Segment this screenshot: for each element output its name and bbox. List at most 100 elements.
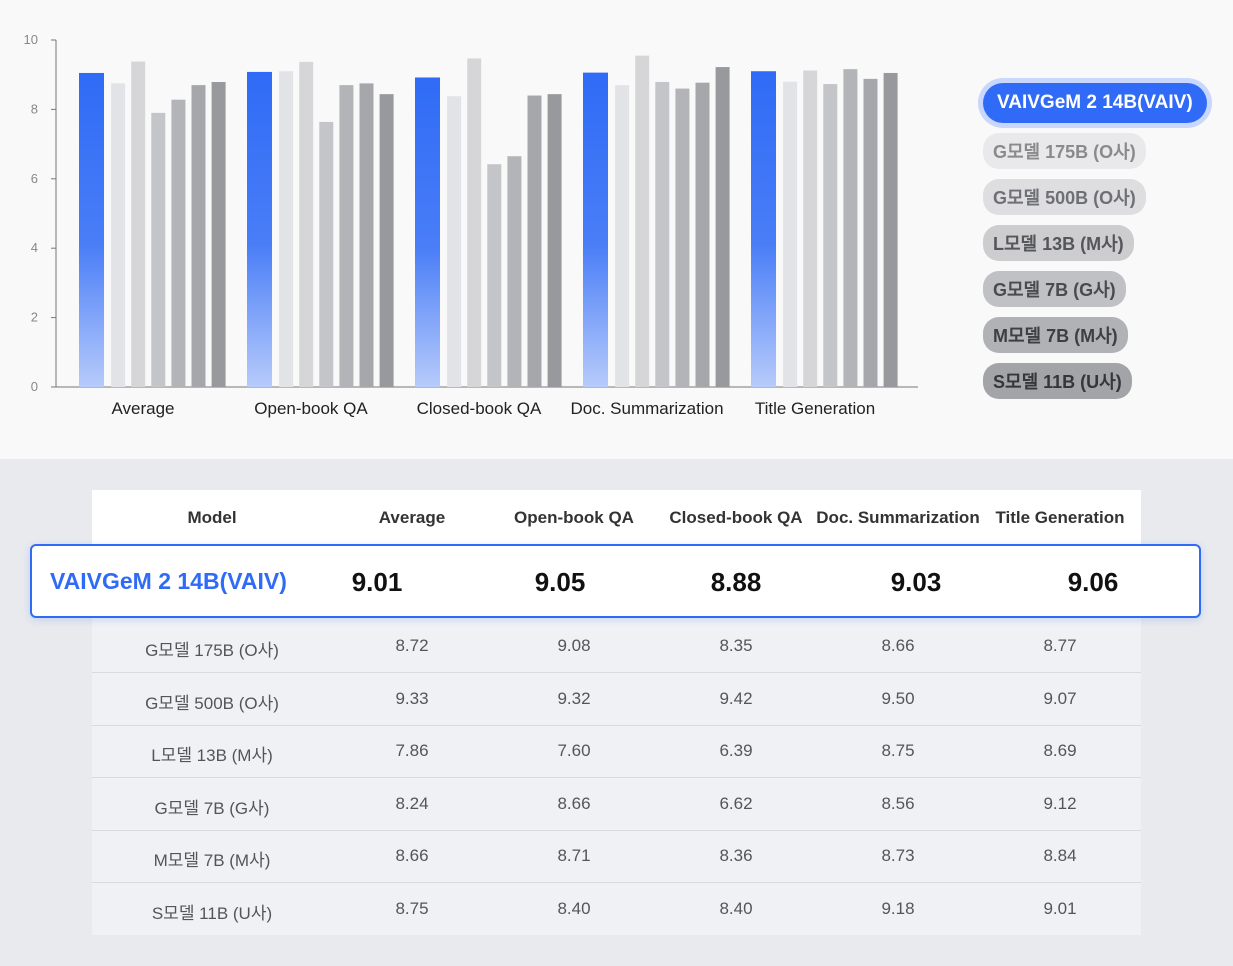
row-score: 9.18: [881, 898, 915, 918]
row-score: 8.73: [881, 846, 915, 865]
row-score: 9.50: [881, 688, 915, 708]
bar: [359, 83, 374, 387]
bar: [783, 81, 798, 387]
bar: [615, 85, 630, 388]
row-score: 8.77: [1043, 636, 1077, 655]
bar: [111, 83, 126, 387]
row-score: 9.07: [1043, 688, 1077, 708]
row-score: 8.35: [719, 636, 753, 655]
legend-item[interactable]: L모델 13B (M사): [983, 225, 1134, 261]
row-score: 8.36: [719, 846, 753, 865]
table-header: Model Average Open-book QA Closed-book Q…: [92, 490, 1141, 545]
bar: [751, 71, 776, 387]
bar: [487, 164, 502, 387]
row-model-name: S모델 11B (U사): [151, 903, 273, 923]
bar: [527, 95, 542, 388]
bar: [823, 84, 838, 387]
y-tick-label: 4: [31, 240, 38, 255]
y-tick-label: 10: [24, 32, 38, 47]
bar: [803, 70, 818, 387]
bar: [635, 55, 650, 388]
bar: [339, 85, 354, 388]
y-tick-label: 0: [31, 379, 38, 394]
row-model-name: L모델 13B (M사): [151, 746, 273, 765]
bar: [379, 94, 394, 387]
row-score: 8.71: [557, 846, 591, 865]
highlight-doc-summarization: 9.03: [890, 567, 942, 597]
bar: [715, 67, 730, 387]
bar: [171, 99, 186, 388]
row-score: 6.39: [719, 741, 753, 760]
header-doc-summarization: Doc. Summarization: [816, 508, 980, 527]
row-score: 8.84: [1043, 846, 1077, 865]
legend-item[interactable]: G모델 500B (O사): [983, 179, 1146, 215]
legend: VAIVGeM 2 14B(VAIV) G모델 175B (O사) G모델 500…: [975, 75, 1225, 399]
bar: [655, 81, 670, 387]
row-model-name: G모델 500B (O사): [145, 693, 279, 713]
row-model-name: G모델 175B (O사): [145, 641, 279, 660]
row-score: 8.56: [881, 793, 915, 813]
highlight-row: VAIVGeM 2 14B(VAIV) 9.01 9.05 8.88 9.03 …: [30, 544, 1201, 618]
bar: [583, 72, 608, 388]
row-score: 8.66: [881, 636, 915, 655]
row-score: 7.86: [395, 741, 429, 760]
x-category-label: Open-book QA: [254, 399, 368, 418]
row-score: 9.01: [1043, 898, 1077, 918]
table-row: M모델 7B (M사) 8.66 8.71 8.36 8.73 8.84: [92, 830, 1141, 883]
table-row: G모델 500B (O사) 9.33 9.32 9.42 9.50 9.07: [92, 673, 1141, 726]
legend-item[interactable]: S모델 11B (U사): [983, 363, 1132, 399]
highlight-open-book-qa: 9.05: [534, 567, 586, 597]
row-model-name: G모델 7B (G사): [154, 798, 270, 818]
bar: [415, 77, 440, 387]
header-closed-book-qa: Closed-book QA: [669, 508, 803, 527]
header-average: Average: [378, 508, 446, 527]
row-score: 9.12: [1043, 793, 1077, 813]
table-row: S모델 11B (U사) 8.75 8.40 8.40 9.18 9.01: [92, 883, 1141, 935]
bar: [883, 72, 898, 387]
table-row: G모델 7B (G사) 8.24 8.66 6.62 8.56 9.12: [92, 778, 1141, 831]
row-score: 8.72: [395, 636, 429, 655]
chart-panel: 0 2 4 6 8 10 Average Open-book QA Closed-book QA…: [0, 0, 1233, 459]
row-score: 9.32: [557, 688, 591, 708]
table-row: L모델 13B (M사) 7.86 7.60 6.39 8.75 8.69: [92, 725, 1141, 778]
x-category-label: Average: [111, 399, 174, 418]
legend-item[interactable]: VAIVGeM 2 14B(VAIV): [983, 83, 1207, 123]
bar: [191, 85, 206, 388]
bar: [843, 69, 858, 387]
bar: [79, 72, 104, 387]
row-score: 8.66: [395, 846, 429, 865]
legend-item[interactable]: G모델 175B (O사): [983, 133, 1146, 169]
x-category-label: Doc. Summarization: [570, 399, 723, 418]
bar: [695, 82, 710, 387]
header-open-book-qa: Open-book QA: [514, 508, 634, 527]
bar: [131, 61, 146, 387]
row-score: 8.69: [1043, 741, 1077, 760]
row-score: 8.40: [557, 898, 591, 918]
legend-item[interactable]: G모델 7B (G사): [983, 271, 1126, 307]
highlight-title-generation: 9.06: [1067, 567, 1119, 597]
bar-chart: 0 2 4 6 8 10 Average Open-book QA Closed-book QA…: [24, 32, 918, 418]
highlight-closed-book-qa: 8.88: [710, 567, 762, 597]
bar: [211, 81, 226, 387]
bar: [507, 156, 522, 387]
row-score: 6.62: [719, 793, 753, 813]
row-score: 9.42: [719, 688, 753, 708]
table-row: G모델 175B (O사) 8.72 9.08 8.35 8.66 8.77: [92, 620, 1141, 673]
row-model-name: M모델 7B (M사): [153, 851, 271, 870]
x-category-label: Title Generation: [755, 399, 875, 418]
header-model: Model: [187, 508, 237, 527]
bar: [467, 58, 482, 388]
bar: [151, 112, 166, 388]
y-tick-label: 2: [31, 310, 38, 325]
row-score: 8.24: [395, 793, 429, 813]
row-score: 9.08: [557, 636, 591, 655]
bar: [299, 61, 314, 388]
row-score: 8.66: [557, 793, 591, 813]
bar: [547, 94, 562, 387]
row-score: 8.75: [881, 741, 915, 760]
bar: [279, 71, 294, 387]
row-score: 8.75: [395, 898, 429, 918]
bar: [863, 78, 878, 387]
bar: [447, 96, 462, 388]
legend-item[interactable]: M모델 7B (M사): [983, 317, 1128, 353]
